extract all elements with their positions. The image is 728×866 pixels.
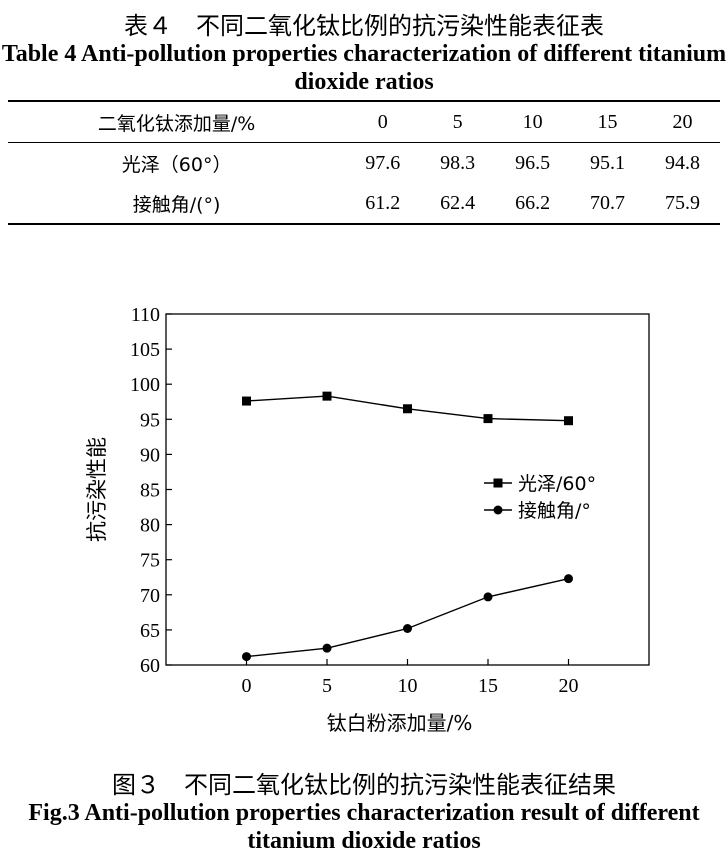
y-tick-label: 60 [140,655,160,677]
table-row: 光泽（60°） 97.6 98.3 96.5 95.1 94.8 [8,143,720,184]
table-cell: 70.7 [590,191,626,214]
x-tick-label: 0 [242,675,252,697]
x-tick-label: 15 [478,675,498,697]
x-tick-label: 5 [322,675,332,697]
row-label: 光泽（60°） [121,153,232,176]
y-tick-label: 100 [130,374,160,396]
table-row: 接触角/(°) 61.2 62.4 66.2 70.7 75.9 [8,183,720,224]
row-label: 接触角/(°) [132,193,221,216]
table-cell: 66.2 [515,191,551,214]
y-tick-label: 80 [140,515,160,537]
data-point-circle [564,574,573,584]
header-cell: 5 [452,110,463,133]
line-chart: 60 65 70 75 80 85 90 95 100 105 110 0 5 10 15 20 钛白粉添加量/… [85,304,650,735]
y-tick-label: 105 [130,339,160,361]
data-point-square [483,414,493,424]
y-tick-label: 90 [140,444,160,466]
table-cell: 62.4 [440,191,476,214]
table-title-cn: 表４ 不同二氧化钛比例的抗污染性能表征表 [124,12,604,40]
table-cell: 95.1 [590,151,626,174]
table-cell: 96.5 [515,151,551,174]
legend-marker-square [493,478,503,488]
y-tick-label: 65 [140,620,160,642]
table-cell: 97.6 [365,151,401,174]
x-axis-label: 钛白粉添加量/% [327,711,473,735]
y-axis-label: 抗污染性能 [85,437,109,542]
series-line-1 [246,578,569,658]
data-point-circle [483,592,493,602]
table-cell: 98.3 [440,151,476,174]
legend-marker-circle [493,505,503,515]
table-cell: 94.8 [665,151,701,174]
legend-label: 光泽/60° [518,473,596,495]
data-point-square [322,391,332,401]
table-cell: 61.2 [365,191,401,214]
header-cell: 20 [672,110,693,133]
y-tick-label: 70 [140,585,160,607]
data-point-circle [322,643,332,653]
data-point-circle [242,652,251,662]
data-point-circle [403,623,412,633]
data-point-square [242,396,251,406]
x-tick-label: 10 [398,675,418,697]
y-tick-label: 110 [131,304,160,326]
y-tick-label: 75 [140,550,160,572]
table-title-en: Table 4 Anti-pollution properties charac… [1,41,727,95]
figure-title-en: Fig.3 Anti-pollution properties characte… [28,800,700,854]
y-tick-label: 85 [140,480,160,502]
y-tick-label: 95 [140,409,160,431]
figure-title-cn: 图３ 不同二氧化钛比例的抗污染性能表征结果 [112,771,616,799]
data-table: 二氧化钛添加量/% 0 5 10 15 20 光泽（60°） 97.6 98.3… [8,100,720,225]
data-point-square [403,404,412,414]
x-tick-label: 20 [559,675,579,697]
table-cell: 75.9 [665,191,701,214]
header-cell: 15 [597,110,618,133]
table-header-row: 二氧化钛添加量/% 0 5 10 15 20 [8,101,720,143]
header-cell: 10 [522,110,543,133]
header-cell: 0 [377,110,388,133]
header-cell: 二氧化钛添加量/% [97,112,256,135]
data-point-square [564,416,573,426]
legend-label: 接触角/° [518,500,591,522]
